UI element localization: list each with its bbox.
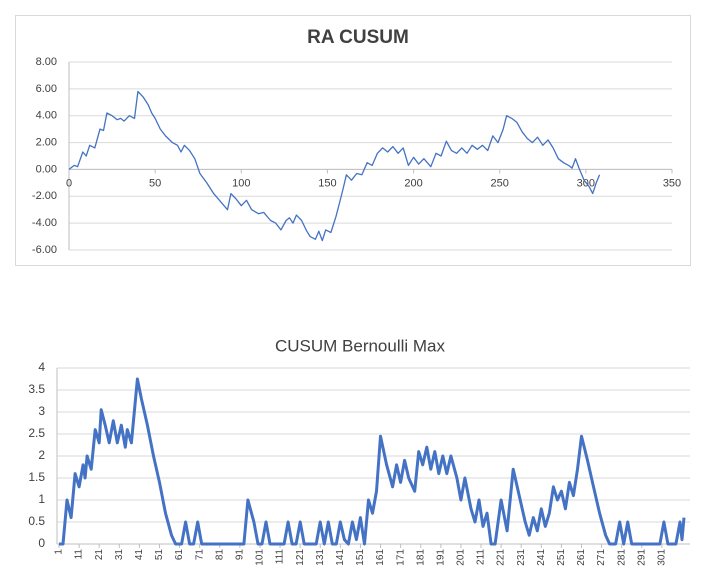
x-tick-label: 71 [194, 549, 205, 561]
chart-frame [15, 15, 691, 266]
x-tick-label: 11 [74, 549, 85, 560]
x-tick-label: 1 [54, 549, 65, 555]
x-tick-label: 81 [214, 549, 225, 561]
y-tick-label: 2 [38, 448, 45, 462]
x-tick-label: 181 [415, 549, 426, 566]
x-tick-label: 251 [556, 549, 567, 566]
x-tick-label: 150 [318, 177, 336, 189]
y-tick-label: -6.00 [32, 244, 57, 256]
x-tick-label: 221 [496, 549, 507, 566]
x-tick-label: 0 [66, 177, 72, 189]
y-tick-label: 3 [38, 404, 45, 418]
data-line [59, 377, 686, 546]
x-tick-label: 350 [663, 177, 681, 189]
x-tick-label: 211 [476, 549, 487, 565]
x-tick-label: 281 [616, 549, 627, 566]
x-tick-label: 250 [491, 177, 509, 189]
y-tick-label: 2.00 [36, 136, 57, 148]
y-tick-label: 0 [38, 536, 45, 550]
x-tick-label: 50 [149, 177, 161, 189]
x-tick-label: 141 [335, 549, 346, 566]
chart-title: RA CUSUM [307, 27, 409, 48]
x-tick-label: 171 [395, 549, 406, 566]
x-tick-label: 51 [154, 549, 165, 561]
chart-title: CUSUM Bernoulli Max [275, 336, 446, 355]
y-tick-label: 8.00 [36, 56, 57, 68]
data-line [68, 90, 601, 242]
x-tick-label: 191 [435, 549, 446, 566]
y-tick-label: 3.5 [28, 382, 45, 396]
x-tick-label: 100 [232, 177, 250, 189]
x-tick-label: 231 [516, 549, 527, 566]
x-tick-label: 91 [235, 549, 246, 561]
x-tick-label: 241 [536, 549, 547, 566]
y-tick-label: -4.00 [32, 217, 57, 229]
x-tick-label: 31 [114, 549, 125, 561]
x-tick-label: 261 [576, 549, 587, 566]
x-tick-label: 271 [596, 549, 607, 566]
x-tick-label: 21 [94, 549, 105, 561]
x-tick-label: 111 [275, 549, 286, 565]
y-tick-label: -2.00 [32, 190, 57, 202]
x-tick-label: 101 [255, 549, 266, 566]
x-tick-label: 291 [636, 549, 647, 566]
y-tick-label: 2.5 [28, 426, 45, 440]
y-tick-label: 0.5 [28, 514, 45, 528]
y-tick-label: 4 [38, 360, 45, 374]
x-tick-label: 161 [375, 549, 386, 566]
x-tick-label: 301 [657, 549, 668, 566]
x-tick-label: 41 [134, 549, 145, 561]
x-tick-label: 131 [315, 549, 326, 566]
y-tick-label: 0.00 [36, 163, 57, 175]
x-tick-label: 201 [456, 549, 467, 566]
y-tick-label: 1 [38, 492, 45, 506]
x-tick-label: 61 [174, 549, 185, 561]
x-tick-label: 151 [355, 549, 366, 566]
y-tick-label: 4.00 [36, 110, 57, 122]
x-tick-label: 121 [295, 549, 306, 566]
y-tick-label: 1.5 [28, 470, 45, 484]
y-tick-label: 6.00 [36, 83, 57, 95]
x-tick-label: 200 [404, 177, 422, 189]
